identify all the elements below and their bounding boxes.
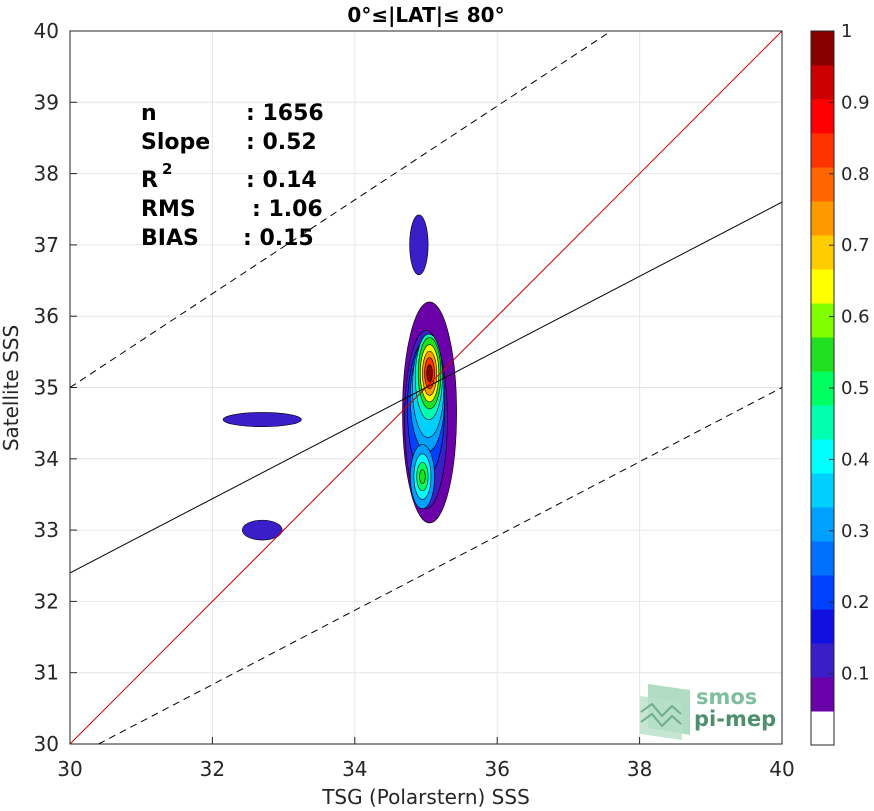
- stat-value: : 0.15: [243, 226, 314, 251]
- colorbar-tick-label: 0.9: [841, 92, 870, 113]
- stat-value: : 0.52: [246, 130, 317, 155]
- logo-text-smos: smos: [696, 685, 757, 709]
- regression-line: [70, 201, 782, 574]
- reference-lines: [70, 31, 782, 744]
- logo-icon: [640, 684, 690, 740]
- density-contour: [242, 519, 283, 541]
- colorbar-tick-label: 0.5: [841, 378, 870, 399]
- y-tick-label: 31: [34, 661, 59, 685]
- x-tick-label: 34: [342, 757, 367, 781]
- x-tick-label: 30: [57, 757, 82, 781]
- y-axis: 30 31 32 33 34 35 36 37 38 39 40: [34, 19, 77, 756]
- y-tick-label: 34: [34, 447, 59, 471]
- logo-text-pi-mep: pi-mep: [694, 707, 776, 731]
- colorbar-tick-label: 1: [841, 21, 852, 42]
- y-tick-label: 35: [34, 376, 59, 400]
- colorbar-swatch: [811, 65, 834, 100]
- y-axis-label: Satellite SSS: [0, 325, 23, 451]
- colorbar-swatch: [811, 99, 834, 134]
- density-contour: [409, 214, 429, 276]
- x-tick-label: 32: [200, 757, 225, 781]
- colorbar-swatch: [811, 643, 834, 678]
- colorbar-swatch: [811, 541, 834, 576]
- colorbar-swatch: [811, 711, 834, 746]
- stat-superscript: 2: [162, 160, 172, 178]
- smos-pi-mep-logo: smos pi-mep: [640, 684, 776, 740]
- colorbar-swatch: [811, 575, 834, 610]
- colorbar-tick-label: 0.7: [841, 235, 870, 256]
- colorbar-tick-label: 0.6: [841, 307, 870, 328]
- colorbar-swatch: [811, 201, 834, 236]
- colorbar-tick-label: 0.8: [841, 164, 870, 185]
- colorbar-swatch: [811, 677, 834, 712]
- stat-value: : 1.06: [252, 197, 323, 222]
- density-contour: [222, 412, 302, 428]
- chart-title: 0°≤|LAT|≤ 80°: [347, 3, 504, 27]
- x-axis-label: TSG (Polarstern) SSS: [321, 785, 530, 809]
- colorbar-swatch: [811, 609, 834, 644]
- statistics-box: n : 1656 Slope : 0.52 R 2 : 0.14 RMS : 1.06 BIAS:…: [141, 101, 324, 251]
- y-tick-label: 32: [34, 589, 59, 613]
- y-tick-label: 33: [34, 518, 59, 542]
- density-contour: [419, 469, 426, 485]
- density-contour: [426, 364, 433, 383]
- colorbar-swatch: [811, 31, 834, 66]
- y-tick-label: 36: [34, 304, 59, 328]
- x-tick-label: 40: [769, 757, 794, 781]
- y-tick-label: 38: [34, 162, 59, 186]
- colorbar-tick-label: 0.3: [841, 521, 870, 542]
- colorbar-tick-label: 0.1: [841, 664, 870, 685]
- lower-bound-line: [98, 387, 782, 744]
- stat-label: RMS: [141, 197, 196, 222]
- stat-value: : 1656: [246, 101, 324, 126]
- x-tick-label: 36: [484, 757, 509, 781]
- colorbar-swatch: [811, 303, 834, 338]
- colorbar-swatch: [811, 167, 834, 202]
- colorbar-tick-label: 0.2: [841, 592, 870, 613]
- colorbar-swatch: [811, 337, 834, 372]
- colorbar-swatch: [811, 405, 834, 440]
- colorbar: 0.1 0.2 0.3 0.4 0.5 0.6 0.7 0.8 0.9 1: [810, 21, 870, 746]
- y-tick-label: 40: [34, 19, 59, 43]
- stat-label: R: [141, 168, 158, 193]
- stat-label: BIAS: [141, 226, 199, 251]
- colorbar-swatch: [811, 269, 834, 304]
- stat-label: n: [141, 101, 157, 126]
- colorbar-swatch: [811, 473, 834, 508]
- y-tick-label: 37: [34, 233, 59, 257]
- colorbar-tick-label: 0.4: [841, 449, 870, 470]
- colorbar-swatch: [811, 235, 834, 270]
- colorbar-swatch: [811, 507, 834, 542]
- x-tick-label: 38: [627, 757, 652, 781]
- stat-value: : 0.14: [246, 168, 317, 193]
- y-tick-label: 30: [34, 732, 59, 756]
- x-axis: 30 32 34 36 38 40: [57, 737, 795, 781]
- colorbar-swatch: [811, 133, 834, 168]
- density-contours: [222, 214, 457, 541]
- colorbar-swatch: [811, 371, 834, 406]
- colorbar-swatch: [811, 439, 834, 474]
- stat-label: Slope: [141, 130, 210, 155]
- y-tick-label: 39: [34, 90, 59, 114]
